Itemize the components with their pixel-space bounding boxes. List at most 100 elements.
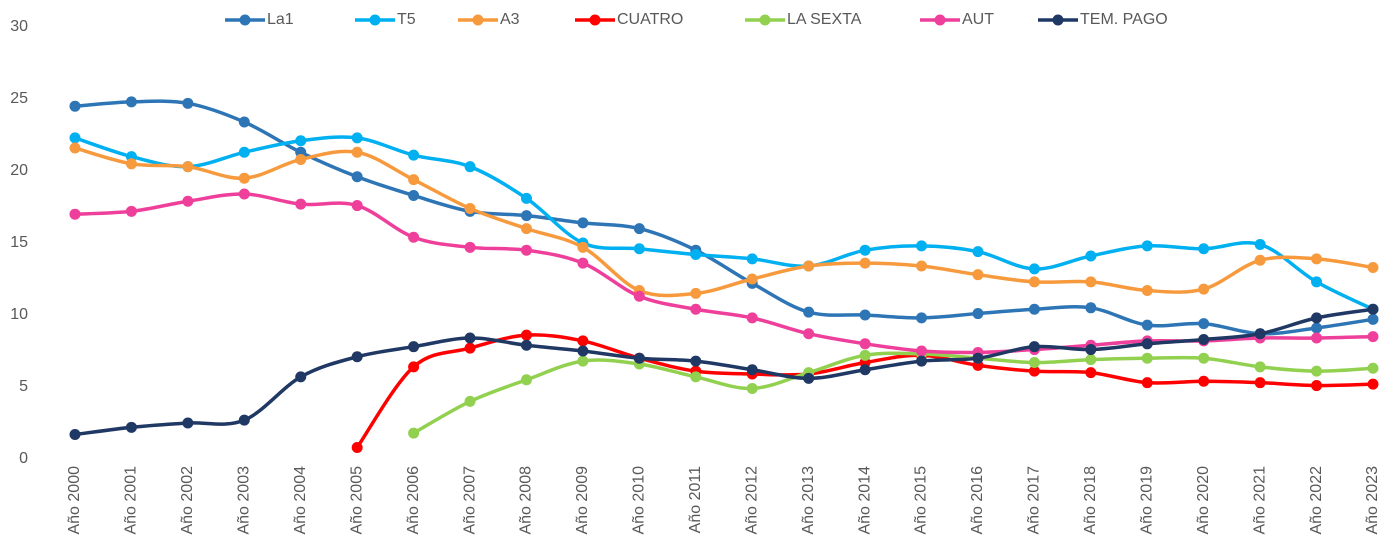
data-point [295, 135, 307, 147]
legend-marker [934, 14, 946, 26]
data-point [69, 429, 81, 441]
legend-label: AUT [962, 11, 994, 28]
x-tick-label: Año 2014 [856, 466, 873, 535]
data-point [464, 241, 476, 253]
data-point [464, 395, 476, 407]
data-point [1367, 261, 1379, 273]
data-point [690, 249, 702, 261]
data-point [520, 374, 532, 386]
x-tick-label: Año 2018 [1082, 466, 1099, 535]
x-tick-label: Año 2010 [631, 466, 648, 535]
data-point [1254, 254, 1266, 266]
data-point [746, 253, 758, 265]
data-point [1311, 332, 1323, 344]
data-point [125, 158, 137, 170]
data-point [1028, 357, 1040, 369]
data-point [238, 116, 250, 128]
y-tick-label: 15 [10, 234, 28, 251]
data-point [1028, 303, 1040, 315]
data-point [1141, 319, 1153, 331]
x-tick-label: Año 2003 [236, 466, 253, 535]
data-point [125, 96, 137, 108]
data-point [351, 351, 363, 363]
data-point [520, 244, 532, 256]
data-point [1085, 276, 1097, 288]
data-point [746, 312, 758, 324]
data-point [972, 246, 984, 258]
x-tick-label: Año 2020 [1195, 466, 1212, 535]
data-point [690, 355, 702, 367]
data-point [295, 371, 307, 383]
legend-label: TEM. PAGO [1080, 11, 1168, 28]
data-point [972, 308, 984, 320]
data-point [1367, 313, 1379, 325]
y-tick-label: 25 [10, 90, 28, 107]
x-tick-label: Año 2013 [800, 466, 817, 535]
legend-label: CUATRO [617, 11, 683, 28]
data-point [408, 231, 420, 243]
x-tick-label: Año 2011 [687, 466, 704, 533]
y-tick-label: 30 [10, 18, 28, 35]
y-tick-label: 5 [19, 378, 28, 395]
x-tick-label: Año 2005 [348, 466, 365, 535]
data-point [182, 161, 194, 173]
data-point [1311, 322, 1323, 334]
data-point [1198, 283, 1210, 295]
data-point [408, 149, 420, 161]
x-tick-label: Año 2001 [123, 466, 140, 535]
data-point [633, 352, 645, 364]
data-point [1367, 378, 1379, 390]
data-point [1028, 276, 1040, 288]
data-point [182, 97, 194, 109]
data-point [1085, 250, 1097, 262]
legend-marker [472, 14, 484, 26]
data-point [633, 243, 645, 255]
data-point [803, 260, 815, 272]
data-point [520, 329, 532, 341]
data-point [916, 355, 928, 367]
data-point [1198, 352, 1210, 364]
x-tick-label: Año 2004 [292, 466, 309, 535]
data-point [859, 257, 871, 269]
data-point [859, 309, 871, 321]
data-point [916, 240, 928, 252]
data-point [1198, 243, 1210, 255]
x-tick-label: Año 2000 [66, 466, 83, 535]
data-point [577, 335, 589, 347]
data-point [1085, 302, 1097, 314]
data-point [1028, 263, 1040, 275]
data-point [859, 364, 871, 376]
data-point [916, 312, 928, 324]
data-point [1367, 331, 1379, 343]
data-point [295, 153, 307, 165]
series-line [74, 99, 1374, 336]
y-tick-label: 0 [19, 450, 28, 467]
data-point [464, 332, 476, 344]
data-point [1198, 318, 1210, 330]
data-point [1141, 377, 1153, 389]
data-point [408, 341, 420, 353]
data-point [182, 417, 194, 429]
data-point [1141, 338, 1153, 350]
legend-marker [1052, 14, 1064, 26]
data-point [520, 223, 532, 235]
data-point [1198, 375, 1210, 387]
data-point [1311, 276, 1323, 288]
data-point [803, 328, 815, 340]
data-point [182, 195, 194, 207]
data-point [577, 217, 589, 229]
data-point [1367, 303, 1379, 315]
data-point [916, 345, 928, 357]
legend-label: La1 [267, 11, 294, 28]
series-line [74, 192, 1374, 355]
x-tick-label: Año 2017 [1026, 466, 1043, 535]
x-tick-label: Año 2016 [969, 466, 986, 535]
data-point [125, 205, 137, 217]
x-tick-label: Año 2002 [179, 466, 196, 535]
data-point [1141, 352, 1153, 364]
series-line [74, 135, 1374, 311]
data-point [1141, 285, 1153, 297]
data-point [1311, 312, 1323, 324]
data-point [69, 208, 81, 220]
